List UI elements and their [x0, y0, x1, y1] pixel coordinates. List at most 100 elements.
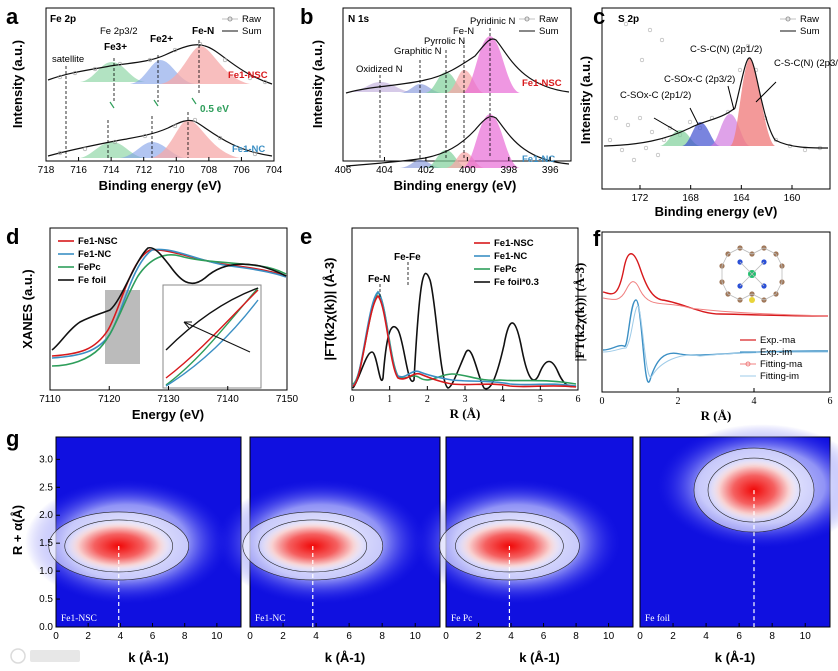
y-tick-label: 1.0 — [39, 566, 53, 577]
xlabel-g: k (Å-1) — [715, 650, 755, 665]
panel-a: a Fe 2p Fe 2p3/2 0.5 eV — [6, 4, 283, 193]
legend-a: Raw Sum — [222, 14, 262, 37]
peak-label-csox-2p32: C-SOx-C (2p3/2) — [664, 74, 735, 85]
x-tick-label: 8 — [573, 631, 579, 642]
panel-g-label: g — [6, 426, 19, 451]
panel-c-frame — [601, 7, 831, 190]
heatmap-sample-label: Fe Pc — [451, 614, 472, 624]
y-tick-label: 0.5 — [39, 594, 53, 605]
panel-c-title: S 2p — [618, 14, 639, 25]
ylabel-b: Intensity (a.u.) — [310, 40, 325, 128]
x-tick-label: 10 — [211, 631, 223, 642]
y-tick-label: 0.0 — [39, 622, 53, 633]
x-tick-label: 718 — [38, 165, 55, 176]
inset-arrow — [183, 321, 251, 353]
ylabel-d: XANES (a.u.) — [20, 269, 35, 348]
x-tick-label: 6 — [541, 631, 547, 642]
inset-fe1nc-line — [165, 299, 259, 387]
legend-f: Exp.-ma Exp.-im Fitting-ma Fitting-im — [740, 335, 803, 382]
legend-f-fitting-im: Fitting-im — [760, 371, 799, 382]
ticks-f: 0 2 4 6 — [600, 388, 833, 407]
x-tick-label: 2 — [425, 394, 430, 405]
peak-label-fe3: Fe3+ — [104, 42, 127, 53]
x-tick-label: 1 — [387, 394, 392, 405]
x-tick-label: 4 — [313, 631, 319, 642]
raw-points-a — [57, 41, 268, 157]
sum-line-lower — [47, 119, 273, 157]
heatmap-3: Fe Pc0 2 4 6 8 10 k (Å-1) — [414, 436, 634, 665]
f-exp-im-line — [602, 299, 829, 383]
ylabel-a: Intensity (a.u.) — [10, 40, 25, 128]
x-tick-label: 716 — [70, 165, 87, 176]
f-exp-ma-line — [602, 253, 829, 317]
legend-f-exp-ma: Exp.-ma — [760, 335, 796, 346]
panel-a-title: Fe 2p — [50, 14, 76, 25]
ticks-c: 172 168 164 160 — [632, 185, 801, 204]
panel-f: f Exp.-ma Exp.-im — [572, 226, 833, 423]
x-tick-label: 0 — [600, 396, 605, 407]
legend-e-fepc: FePc — [494, 264, 517, 275]
pyridinic-n-peak-upper — [462, 36, 520, 93]
legend-c-raw: Raw — [800, 14, 819, 25]
panel-c: c S 2p C-SOx-C (2p1/2) C-SOx-C (2p3/2) C… — [578, 4, 838, 219]
ticks-a: 718 716 714 712 710 708 706 704 — [38, 157, 283, 176]
xlabel-e: R (Å) — [450, 406, 481, 421]
x-tick-label: 2 — [280, 631, 286, 642]
legend-d-fe1nsc: Fe1-NSC — [78, 236, 118, 247]
shift-arrows — [109, 97, 197, 109]
f-fitting-ma-line — [602, 281, 829, 317]
sample-label-a-upper: Fe1-NSC — [228, 70, 268, 81]
x-tick-label: 7130 — [157, 394, 180, 405]
shift-label: 0.5 eV — [200, 104, 229, 115]
panel-a-label: a — [6, 4, 19, 29]
x-tick-label: 6 — [346, 631, 352, 642]
csc-2p32-peak — [730, 58, 775, 146]
heatmap-2: Fe1-NC0 2 4 6 8 10 k (Å-1) — [216, 436, 441, 665]
heatmap-sample-label: Fe foil — [645, 613, 670, 624]
sum-line-b-lower — [345, 115, 570, 167]
legend-a-sum: Sum — [242, 26, 262, 37]
legend-c: Raw Sum — [780, 14, 820, 37]
sample-label-b-upper: Fe1-NSC — [522, 78, 562, 89]
xanes-fe1nsc-line — [51, 249, 287, 357]
peak-label-csox-2p12: C-SOx-C (2p1/2) — [620, 90, 691, 101]
panel-a-sublabel: Fe 2p3/2 — [100, 26, 138, 37]
xlabel-f: R (Å) — [701, 408, 732, 423]
legend-f-exp-im: Exp.-im — [760, 347, 792, 358]
panel-d: d Fe1-NSC Fe1-NC FePc Fe foil 7110 7120 71… — [6, 224, 299, 422]
legend-d-fepc: FePc — [78, 262, 101, 273]
x-tick-label: 172 — [632, 193, 649, 204]
x-tick-label: 6 — [736, 631, 742, 642]
peak-label-csc-2p32: C-S-C(N) (2p3/2) — [774, 58, 838, 69]
ft-fefoil-line — [352, 272, 577, 390]
y-tick-label: 1.5 — [39, 538, 53, 549]
panel-e: e Fe-N Fe-Fe Fe1-NSC Fe1-NC FePc Fe foil… — [300, 224, 581, 421]
inset-fe1nsc-line — [165, 289, 259, 379]
x-tick-label: 398 — [500, 165, 517, 176]
x-tick-label: 6 — [150, 631, 156, 642]
xlabel-g: k (Å-1) — [325, 650, 365, 665]
panel-b-title: N 1s — [348, 14, 370, 25]
peak-label-fen: Fe-N — [192, 26, 214, 37]
panel-c-arrows — [653, 81, 777, 133]
peak-label-pyrrolic-n: Pyrrolic N — [424, 36, 465, 47]
x-tick-label: 404 — [376, 165, 393, 176]
x-tick-label: 704 — [266, 165, 283, 176]
xlabel-a: Binding energy (eV) — [99, 178, 222, 193]
x-tick-label: 3 — [463, 394, 468, 405]
xlabel-b: Binding energy (eV) — [394, 178, 517, 193]
x-tick-label: 7150 — [276, 394, 299, 405]
watermark-logo — [10, 648, 80, 664]
x-tick-label: 710 — [168, 165, 185, 176]
x-tick-label: 0 — [637, 631, 643, 642]
ylabel-c: Intensity (a.u.) — [578, 56, 593, 144]
x-tick-label: 402 — [418, 165, 435, 176]
pyridinic-n-peak-lower — [462, 114, 520, 168]
panel-e-label: e — [300, 224, 312, 249]
x-tick-label: 8 — [182, 631, 188, 642]
legend-b: Raw Sum — [519, 14, 559, 37]
x-tick-label: 2 — [676, 396, 681, 407]
x-tick-label: 10 — [410, 631, 422, 642]
legend-d-fe1nc: Fe1-NC — [78, 249, 111, 260]
